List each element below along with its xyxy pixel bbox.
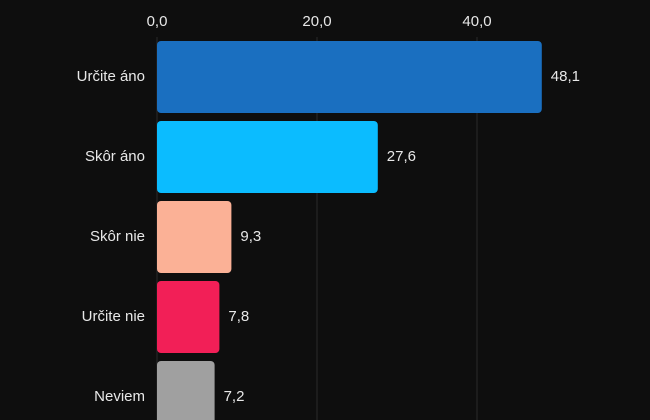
y-tick-label: Skôr áno [85,148,145,165]
bar [157,201,232,273]
y-tick-label: Neviem [94,388,145,405]
value-label: 7,2 [224,388,245,405]
bar [157,121,378,193]
bar [157,281,220,353]
value-label: 7,8 [228,308,249,325]
x-tick-label: 40,0 [462,13,491,30]
value-label: 48,1 [551,68,580,85]
x-tick-label: 0,0 [147,13,168,30]
x-tick-label: 20,0 [302,13,331,30]
bar [157,41,542,113]
y-tick-label: Skôr nie [90,228,145,245]
y-tick-label: Určite nie [82,308,145,325]
y-tick-label: Určite áno [77,68,145,85]
bar [157,361,215,420]
value-label: 27,6 [387,148,416,165]
value-label: 9,3 [240,228,261,245]
